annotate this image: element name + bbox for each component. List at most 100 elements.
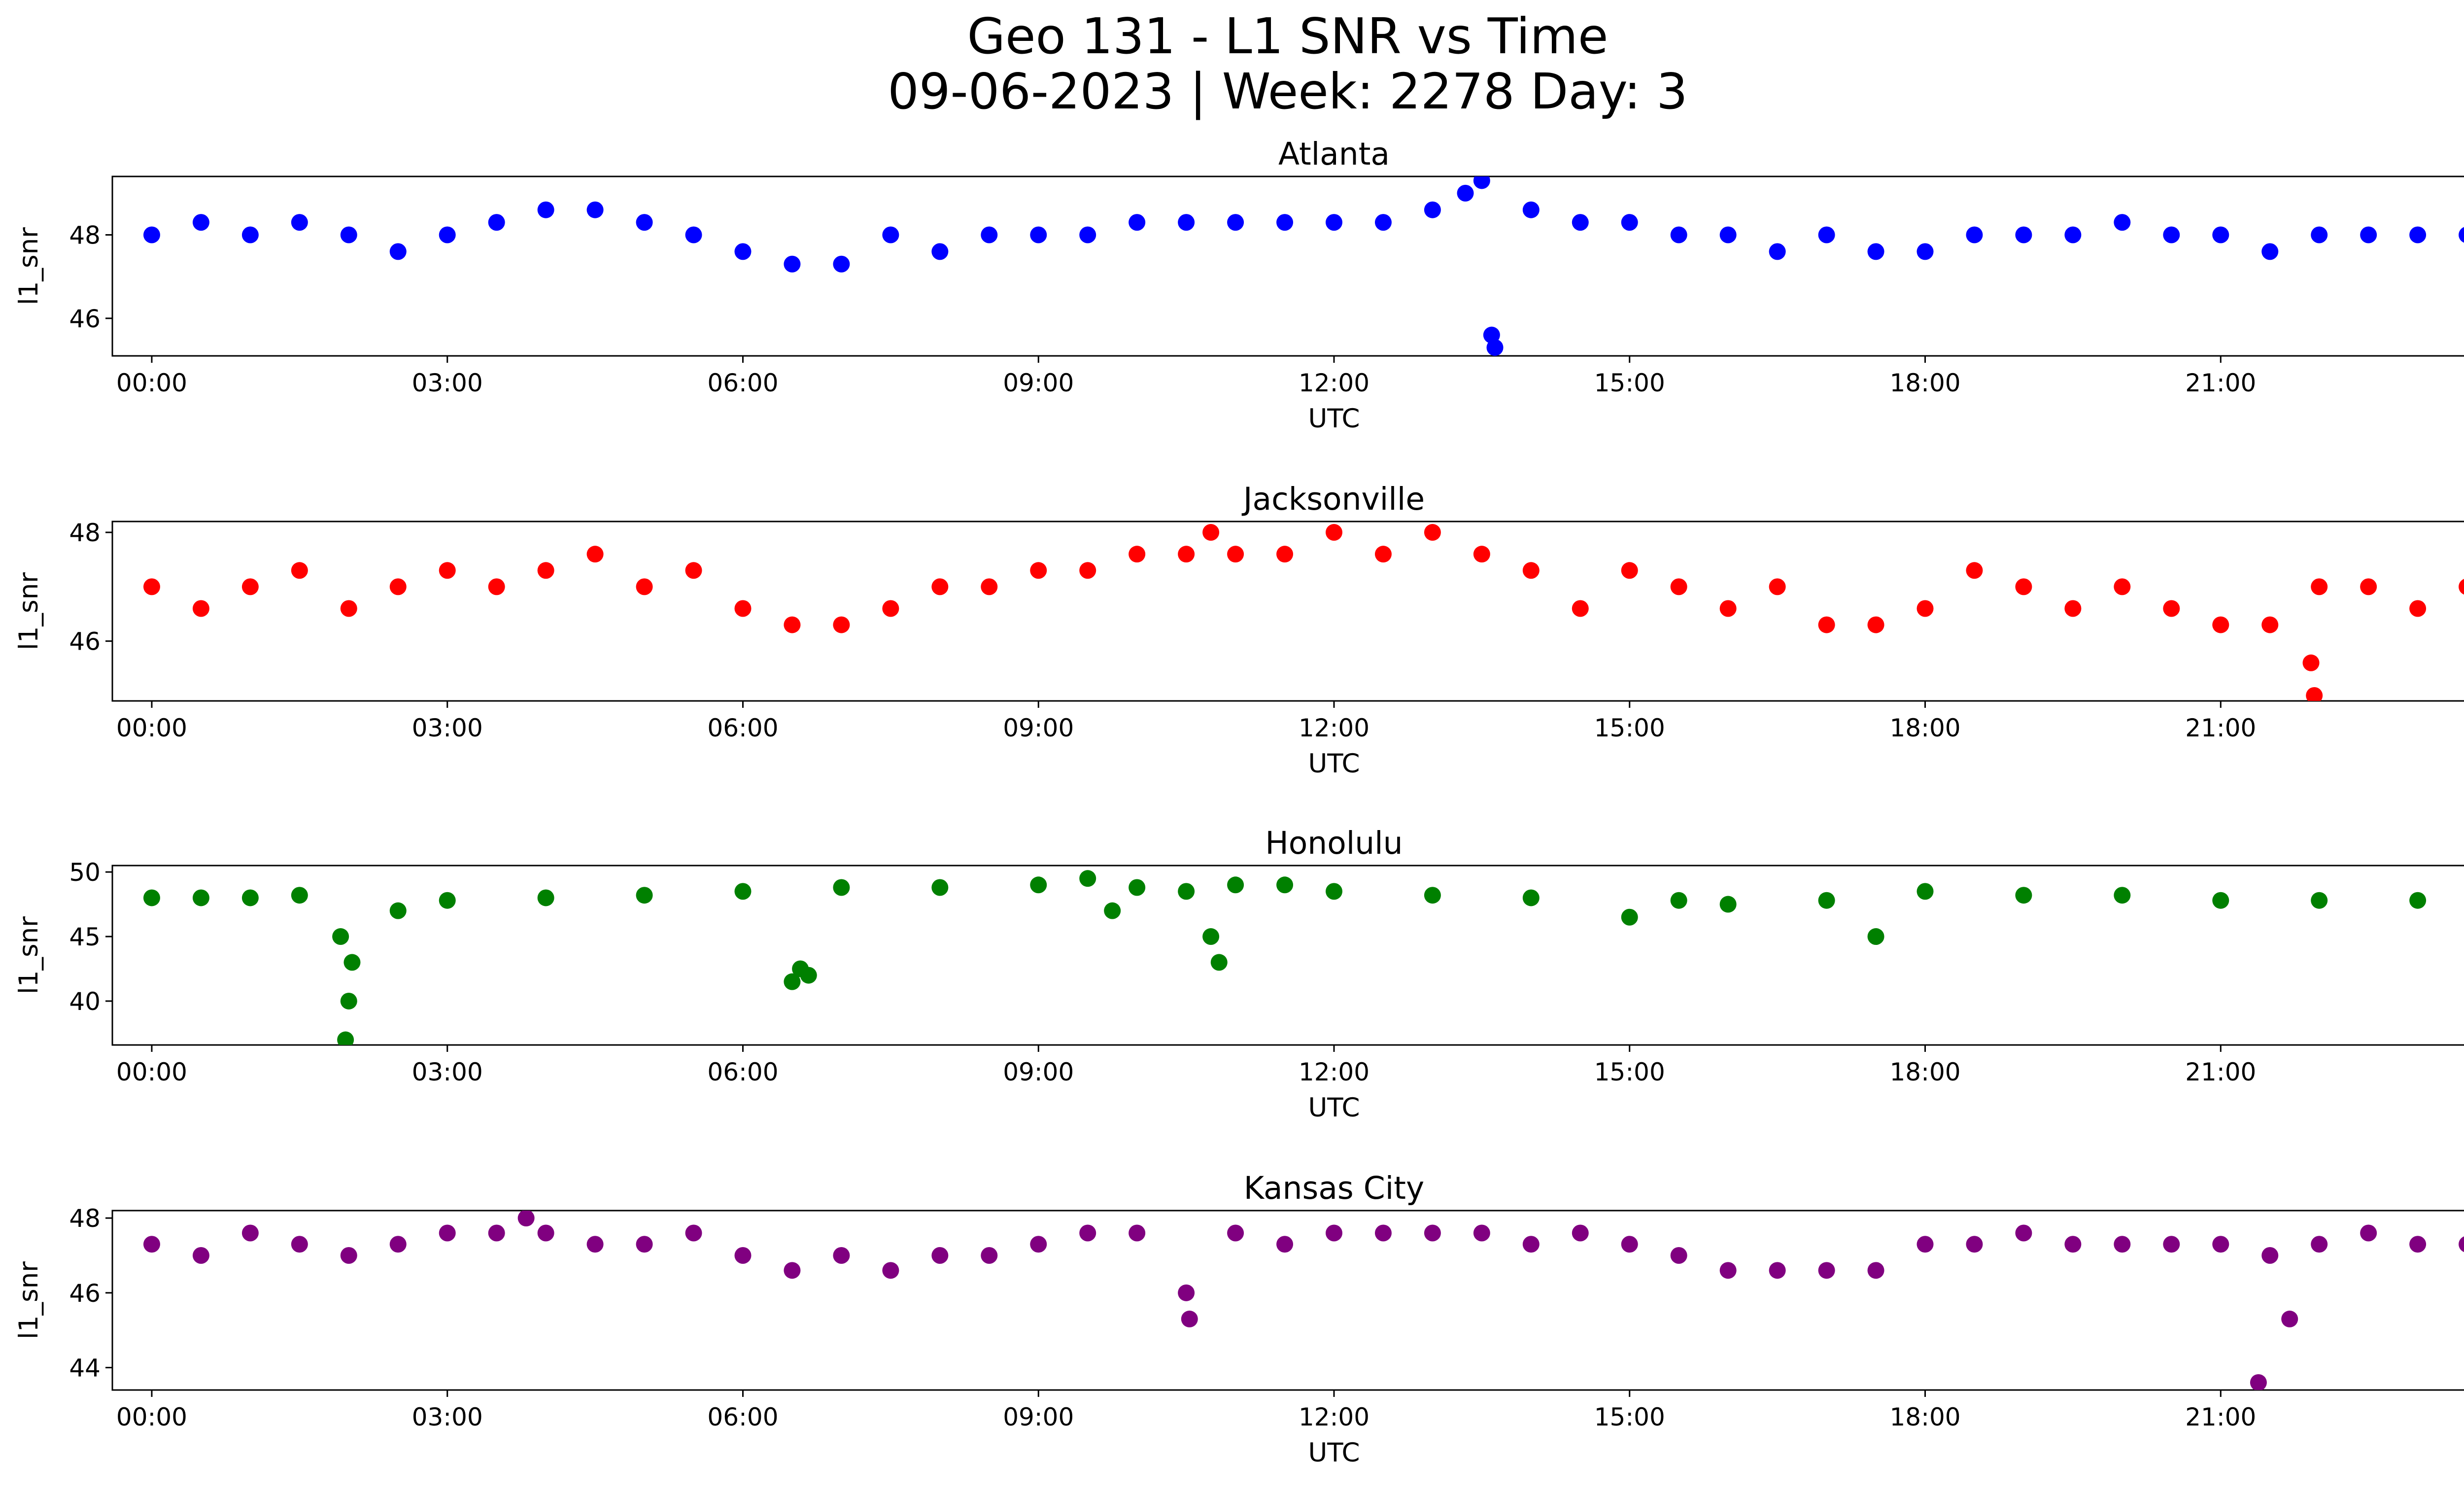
data-point <box>1030 876 1047 894</box>
data-point <box>1621 908 1638 926</box>
data-point <box>1670 226 1687 243</box>
data-point <box>291 562 308 579</box>
data-point <box>1916 600 1934 617</box>
data-point <box>343 954 361 971</box>
x-tick-label: 18:00 <box>1889 369 1960 397</box>
plot-frame <box>111 175 2464 357</box>
x-tick-label: 21:00 <box>2185 369 2256 397</box>
data-point <box>2114 214 2131 231</box>
data-point <box>1079 870 1096 887</box>
data-point <box>2015 1224 2032 1242</box>
y-axis-label: l1_snr <box>14 1261 44 1339</box>
data-point <box>241 226 259 243</box>
data-point <box>1719 1262 1737 1279</box>
figure-title-line2: 09-06-2023 | Week: 2278 Day: 3 <box>888 63 1688 120</box>
data-point <box>636 214 653 231</box>
data-point <box>1916 243 1934 260</box>
data-point <box>1129 214 1146 231</box>
data-point <box>537 562 554 579</box>
data-point <box>337 1031 354 1045</box>
x-tick-label: 18:00 <box>1889 714 1960 742</box>
data-point <box>1522 1236 1540 1253</box>
data-point <box>2163 600 2180 617</box>
data-point <box>2360 578 2377 595</box>
data-point <box>981 226 998 243</box>
data-point <box>2459 579 2464 595</box>
data-point <box>389 578 407 595</box>
data-point <box>1079 562 1096 579</box>
data-point <box>143 226 160 243</box>
data-point <box>1227 876 1244 894</box>
data-point <box>833 879 850 896</box>
data-point <box>2163 226 2180 243</box>
data-point <box>1916 1236 1934 1253</box>
data-point <box>833 255 850 273</box>
data-point <box>1424 524 1441 541</box>
data-point <box>241 1224 259 1242</box>
y-axis-label: l1_snr <box>14 916 44 994</box>
data-point <box>2212 616 2229 633</box>
data-points <box>143 524 2464 701</box>
y-tick-label: 46 <box>69 627 101 656</box>
data-point <box>2064 600 2082 617</box>
y-tick-label: 45 <box>69 923 101 951</box>
y-tick-label: 46 <box>69 1279 101 1308</box>
data-point <box>2311 226 2328 243</box>
y-tick-label: 44 <box>69 1354 101 1383</box>
x-tick-label: 06:00 <box>707 369 778 397</box>
x-axis-label: UTC <box>1308 749 1360 779</box>
data-point <box>2302 654 2320 671</box>
data-point <box>537 889 554 906</box>
x-axis-label: UTC <box>1308 1093 1360 1123</box>
data-point <box>1374 1224 1392 1242</box>
data-point <box>1486 339 1504 356</box>
data-point <box>784 1262 801 1279</box>
data-point <box>931 1247 949 1264</box>
data-point <box>291 887 308 904</box>
data-point <box>1966 1236 1983 1253</box>
data-point <box>1104 902 1121 919</box>
data-point <box>1867 616 1884 633</box>
data-point <box>1769 578 1786 595</box>
data-point <box>1473 176 1490 189</box>
data-point <box>1867 243 1884 260</box>
data-point <box>488 1224 505 1242</box>
data-point <box>981 578 998 595</box>
data-point <box>636 578 653 595</box>
data-point <box>1818 892 1835 909</box>
data-point <box>1181 1310 1198 1327</box>
panel-atlanta: 00:00 03:00 06:00 09:00 12:00 15:00 18:00 21:00… <box>14 136 2464 434</box>
data-point <box>192 600 209 617</box>
y-axis-label: l1_snr <box>14 572 44 650</box>
x-tick-label: 09:00 <box>1003 1403 1074 1431</box>
x-tick-label: 06:00 <box>707 714 778 742</box>
data-points <box>143 870 2427 1045</box>
x-tick-label: 12:00 <box>1299 1403 1369 1431</box>
data-point <box>241 889 259 906</box>
data-point <box>734 600 752 617</box>
data-point <box>1079 1224 1096 1242</box>
data-point <box>586 1236 604 1253</box>
panel-title: Atlanta <box>1278 136 1390 172</box>
data-point <box>1030 226 1047 243</box>
data-point <box>833 1247 850 1264</box>
data-point <box>2459 227 2464 243</box>
data-point <box>1227 546 1244 563</box>
data-point <box>1276 214 1294 231</box>
data-point <box>784 255 801 273</box>
data-point <box>1572 1224 1589 1242</box>
data-point <box>981 1247 998 1264</box>
data-point <box>2306 687 2323 701</box>
data-point <box>1424 1224 1441 1242</box>
x-tick-label: 06:00 <box>707 1058 778 1086</box>
data-point <box>931 243 949 260</box>
data-point <box>685 562 702 579</box>
y-tick-label: 48 <box>69 1204 101 1233</box>
x-tick-label: 21:00 <box>2185 1058 2256 1086</box>
data-point <box>1818 226 1835 243</box>
x-tick-label: 18:00 <box>1889 1403 1960 1431</box>
data-point <box>882 226 899 243</box>
data-point <box>2409 892 2427 909</box>
data-point <box>488 214 505 231</box>
data-point <box>143 578 160 595</box>
